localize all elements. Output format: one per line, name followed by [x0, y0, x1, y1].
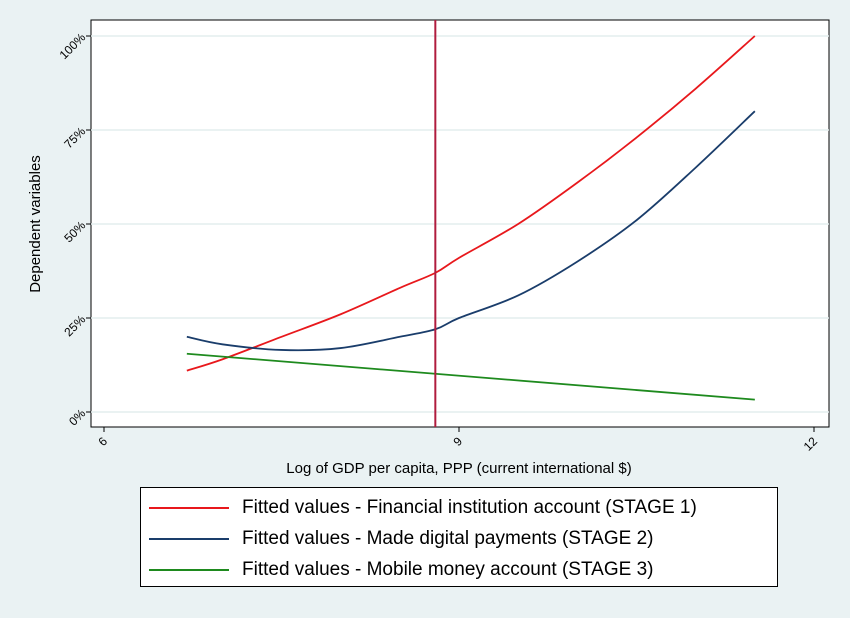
y-tick-label: 100% — [57, 30, 89, 62]
y-tick-label: 0% — [66, 406, 88, 428]
legend-swatch — [149, 569, 229, 571]
x-tick-label: 9 — [450, 434, 465, 449]
series-line-2 — [186, 110, 756, 352]
x-axis-title: Log of GDP per capita, PPP (current inte… — [286, 460, 631, 477]
x-tick-label: 12 — [801, 434, 821, 454]
legend-item: Fitted values - Mobile money account (ST… — [141, 555, 777, 585]
legend: Fitted values - Financial institution ac… — [140, 487, 778, 587]
legend-label: Fitted values - Made digital payments (S… — [242, 528, 654, 549]
y-tick-label: 75% — [61, 124, 88, 151]
legend-label: Fitted values - Financial institution ac… — [242, 497, 697, 518]
y-tick-label: 50% — [61, 218, 88, 245]
y-axis-title: Dependent variables — [27, 155, 44, 293]
series-lines — [186, 35, 756, 401]
series-line-1 — [186, 35, 756, 372]
legend-swatch — [149, 507, 229, 509]
legend-item: Fitted values - Financial institution ac… — [141, 493, 777, 523]
legend-label: Fitted values - Mobile money account (ST… — [242, 559, 654, 580]
y-tick-label: 25% — [61, 312, 88, 339]
legend-swatch — [149, 538, 229, 540]
legend-item: Fitted values - Made digital payments (S… — [141, 524, 777, 554]
series-line-3 — [186, 352, 755, 401]
x-tick-label: 6 — [95, 434, 110, 449]
